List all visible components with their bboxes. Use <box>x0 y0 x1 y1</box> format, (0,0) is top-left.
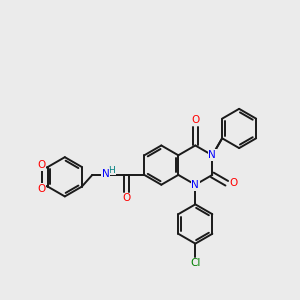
Text: N: N <box>208 150 216 160</box>
Text: O: O <box>230 178 238 188</box>
Text: H: H <box>109 166 115 175</box>
Text: O: O <box>122 194 130 203</box>
Text: O: O <box>191 116 200 125</box>
Text: N: N <box>191 180 199 190</box>
Text: O: O <box>37 184 45 194</box>
Text: Cl: Cl <box>190 258 200 268</box>
Text: N: N <box>102 169 109 179</box>
Text: O: O <box>37 160 45 170</box>
